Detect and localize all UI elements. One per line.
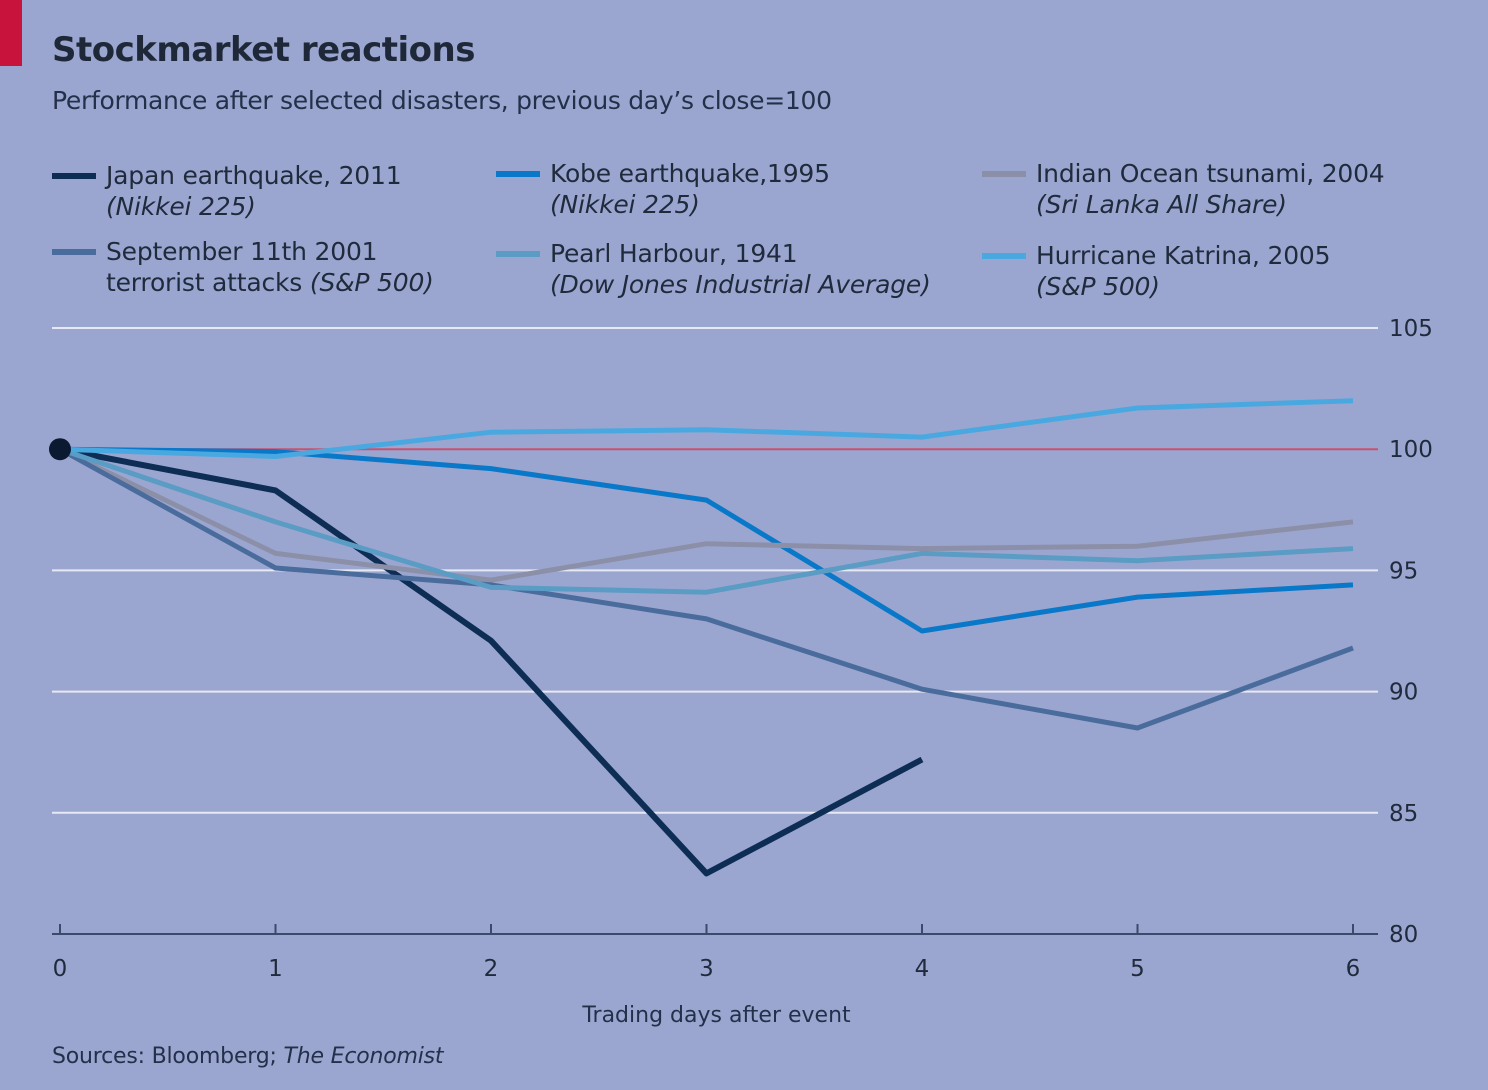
legend-swatch xyxy=(496,171,540,177)
legend-index: (Nikkei 225) xyxy=(106,192,256,221)
chart-subtitle: Performance after selected disasters, pr… xyxy=(52,86,832,115)
x-tick-label: 4 xyxy=(915,956,930,982)
legend-sublabel: terrorist attacks xyxy=(106,268,310,297)
legend-swatch xyxy=(982,253,1026,259)
legend-label: Hurricane Katrina, 2005 xyxy=(1036,241,1331,270)
legend-index: (S&P 500) xyxy=(1036,272,1160,301)
legend-swatch xyxy=(52,249,96,255)
legend-swatch xyxy=(496,251,540,257)
x-tick-label: 0 xyxy=(53,956,68,982)
y-tick-label: 80 xyxy=(1389,922,1418,948)
legend-label: Pearl Harbour, 1941 xyxy=(550,239,798,268)
legend-label: Japan earthquake, 2011 xyxy=(106,161,402,190)
legend-label: September 11th 2001 xyxy=(106,237,378,266)
x-tick-label: 2 xyxy=(484,956,499,982)
y-tick-label: 100 xyxy=(1389,437,1433,463)
x-tick-label: 1 xyxy=(268,956,283,982)
series-line-1 xyxy=(59,446,1354,634)
legend-label: Indian Ocean tsunami, 2004 xyxy=(1036,159,1385,188)
legend-index: (Dow Jones Industrial Average) xyxy=(550,270,931,299)
origin-marker xyxy=(49,438,71,461)
brand-tab xyxy=(0,0,22,66)
series-line-2 xyxy=(58,446,1354,583)
chart-title: Stockmarket reactions xyxy=(52,30,475,70)
source-note: Sources: Bloomberg; The Economist xyxy=(52,1044,444,1069)
y-tick-label: 90 xyxy=(1389,680,1418,706)
series-line-3 xyxy=(58,447,1354,731)
series-line-0 xyxy=(59,446,924,877)
legend-index: (S&P 500) xyxy=(309,268,434,297)
y-tick-label: 85 xyxy=(1389,801,1418,827)
legend-swatch xyxy=(982,171,1026,177)
x-tick-label: 5 xyxy=(1130,956,1145,982)
source-prefix: Sources: Bloomberg; xyxy=(52,1044,284,1069)
source-publication: The Economist xyxy=(283,1044,444,1069)
legend-swatch xyxy=(52,173,96,179)
x-axis-title: Trading days after event xyxy=(581,1003,851,1028)
series-line-4 xyxy=(59,446,1354,595)
legend-index: (Nikkei 225) xyxy=(550,190,700,219)
legend-index: (Sri Lanka All Share) xyxy=(1036,190,1287,219)
x-tick-label: 6 xyxy=(1346,956,1361,982)
series-line-5 xyxy=(59,398,1354,459)
y-tick-label: 105 xyxy=(1389,316,1433,342)
legend-label: Kobe earthquake,1995 xyxy=(550,159,830,188)
y-tick-label: 95 xyxy=(1389,558,1418,584)
x-tick-label: 3 xyxy=(699,956,714,982)
